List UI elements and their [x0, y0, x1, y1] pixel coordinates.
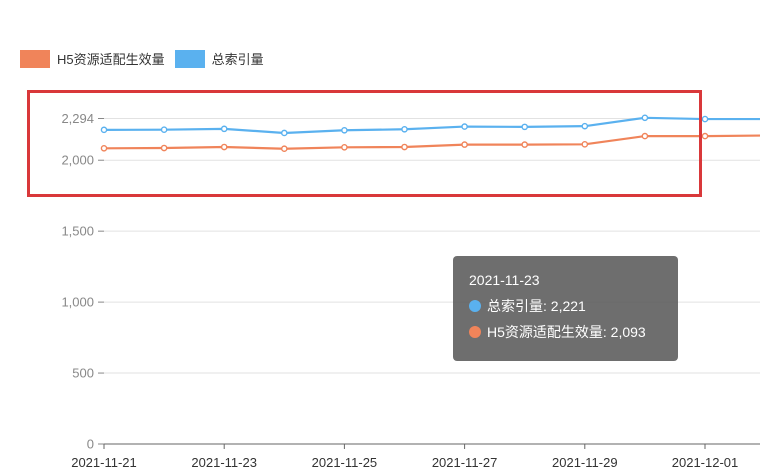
tooltip-dot-h5	[469, 326, 481, 338]
series-0-point	[341, 144, 348, 151]
series-0-point	[280, 145, 288, 153]
series-0-point	[581, 141, 589, 148]
series-1-point	[341, 126, 348, 134]
series-0-point	[401, 143, 408, 151]
series-1-point	[521, 123, 529, 131]
series-0-point	[461, 141, 468, 148]
series-line-0	[103, 134, 760, 150]
y-tick-label: 1,000	[61, 295, 94, 310]
series-1-point	[220, 125, 228, 133]
x-tick-label: 2021-11-27	[432, 455, 498, 470]
series-0-point	[701, 132, 709, 140]
series-1-point	[461, 123, 468, 130]
tooltip-dot-index	[469, 300, 481, 312]
series-1-point	[100, 126, 108, 134]
series-0-point	[521, 141, 529, 148]
legend-label-index: 总索引量	[211, 52, 264, 67]
tooltip-label-h5: H5资源适配生效量: 2,093	[487, 324, 646, 340]
series-1-point	[701, 115, 709, 123]
y-tick-label: 2,000	[61, 153, 94, 168]
x-tick-label: 2021-12-01	[672, 455, 739, 470]
legend-swatch-index	[174, 49, 205, 68]
tooltip-date: 2021-11-23	[469, 272, 540, 288]
series-line-1	[103, 116, 760, 135]
y-tick-label: 500	[72, 366, 94, 381]
series-1-point	[280, 129, 288, 137]
x-tick-label: 2021-11-21	[71, 455, 137, 470]
series-1-point	[641, 114, 649, 122]
y-tick-label: 0	[87, 437, 94, 452]
x-tick-label: 2021-11-23	[191, 455, 257, 470]
legend-swatch-h5	[20, 49, 50, 68]
tooltip-row-index: 总索引量: 2,221	[469, 296, 662, 316]
legend-label-h5: H5资源适配生效量	[57, 52, 165, 67]
series-1-point	[160, 126, 168, 134]
series-0-point	[160, 144, 168, 152]
series-1-point	[581, 122, 589, 130]
y-tick-label: 2,294	[61, 111, 94, 126]
x-tick-label: 2021-11-25	[312, 455, 378, 470]
series-0-point	[220, 143, 228, 151]
legend-item-index[interactable]: 总索引量	[174, 49, 264, 68]
chart-legend: H5资源适配生效量 总索引量	[20, 49, 264, 68]
series-1-point	[401, 125, 408, 133]
x-tick-label: 2021-11-29	[552, 455, 618, 470]
tooltip-label-index: 总索引量: 2,221	[487, 298, 586, 314]
series-0-point	[641, 132, 649, 140]
legend-item-h5[interactable]: H5资源适配生效量	[20, 49, 165, 68]
chart-tooltip: 2021-11-23 总索引量: 2,221 H5资源适配生效量: 2,093	[453, 256, 678, 361]
tooltip-row-h5: H5资源适配生效量: 2,093	[469, 322, 662, 342]
y-tick-label: 1,500	[61, 224, 94, 239]
series-0-point	[100, 144, 108, 152]
